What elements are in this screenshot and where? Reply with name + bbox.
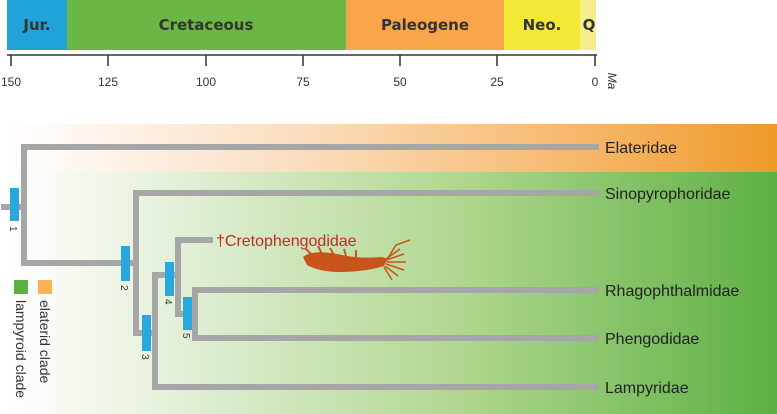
- taxon-labels: Elateridae Sinopyrophoridae Rhagophthalm…: [216, 140, 739, 397]
- taxon-label-sinopyrophoridae: Sinopyrophoridae: [605, 186, 731, 203]
- tick-label-150: 150: [1, 75, 21, 89]
- period-band-jurassic: [7, 0, 67, 50]
- node-markers: 1 2 3 4 5: [7, 188, 192, 360]
- period-band-neogene: [504, 0, 580, 50]
- time-unit-label: Ma: [605, 73, 619, 90]
- period-label-jurassic: Jur.: [22, 16, 50, 34]
- period-label-neogene: Neo.: [523, 16, 562, 34]
- node-label-5: 5: [180, 333, 191, 339]
- geologic-timescale: Jur. Cretaceous Paleogene Neo. Q 150 125…: [1, 0, 619, 90]
- node-label-4: 4: [162, 299, 173, 305]
- legend: lampyroid clade elaterid clade: [13, 280, 53, 398]
- period-band-quaternary: [580, 0, 596, 50]
- tick-label-100: 100: [196, 75, 216, 89]
- fossil-larva-silhouette: [303, 239, 411, 281]
- tick-label-125: 125: [98, 75, 118, 89]
- tick-label-25: 25: [490, 75, 504, 89]
- node-label-2: 2: [118, 285, 129, 291]
- tick-label-50: 50: [393, 75, 407, 89]
- node-label-1: 1: [7, 226, 18, 232]
- legend-swatch-lampyroid: [14, 280, 28, 294]
- node-label-3: 3: [139, 354, 150, 360]
- legend-label-elaterid: elaterid clade: [37, 300, 53, 383]
- phylogenetic-tree: [1, 144, 599, 390]
- time-axis: 150 125 100 75 50 25 0 Ma: [1, 54, 619, 90]
- taxon-label-phengodidae: Phengodidae: [605, 331, 699, 348]
- taxon-label-lampyridae: Lampyridae: [605, 380, 689, 397]
- taxon-label-elateridae: Elateridae: [605, 140, 677, 157]
- node-marker-5: [183, 297, 192, 330]
- period-label-cretaceous: Cretaceous: [159, 16, 254, 34]
- node-marker-1: [10, 188, 19, 221]
- period-band-cretaceous: [67, 0, 346, 50]
- tick-label-75: 75: [296, 75, 310, 89]
- node-marker-3: [142, 315, 151, 351]
- period-label-quaternary: Q: [583, 16, 596, 34]
- tick-label-0: 0: [592, 75, 599, 89]
- period-band-paleogene: [346, 0, 504, 50]
- fossil-label-cretophengodidae: †Cretophengodidae: [216, 233, 357, 250]
- legend-swatch-elaterid: [38, 280, 52, 294]
- period-label-paleogene: Paleogene: [381, 16, 469, 34]
- node-marker-4: [165, 262, 174, 296]
- node-marker-2: [121, 246, 130, 281]
- period-bar: Jur. Cretaceous Paleogene Neo. Q: [7, 0, 596, 50]
- legend-label-lampyroid: lampyroid clade: [13, 300, 29, 398]
- taxon-label-rhagophthalmidae: Rhagophthalmidae: [605, 283, 739, 300]
